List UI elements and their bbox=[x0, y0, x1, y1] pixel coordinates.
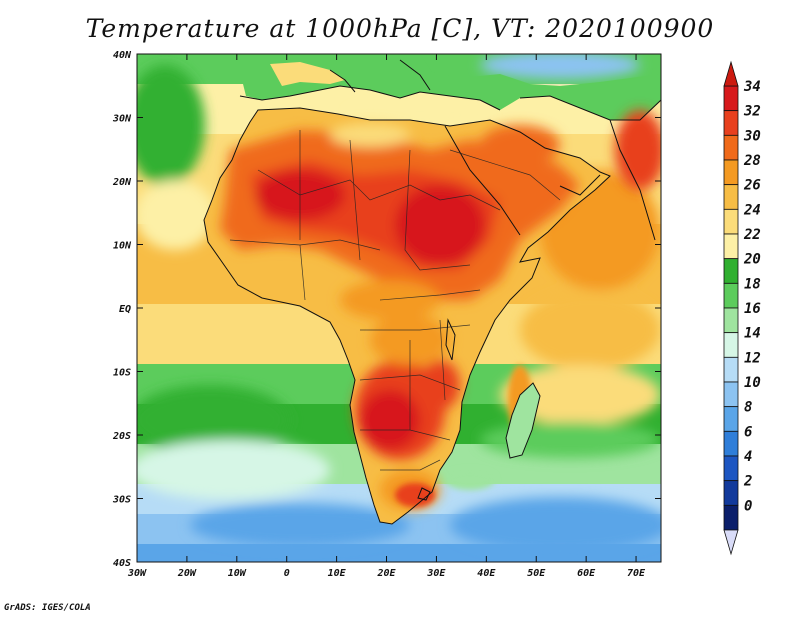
lat-label: 10N bbox=[113, 241, 132, 252]
colorbar-label: 24 bbox=[743, 202, 761, 218]
colorbar-label: 18 bbox=[744, 276, 761, 292]
colorbar-label: 4 bbox=[744, 449, 752, 465]
colorbar-label: 2 bbox=[743, 474, 752, 490]
colorbar-swatch bbox=[723, 208, 739, 235]
colorbar-label: 28 bbox=[743, 153, 761, 169]
colorbar-label: 0 bbox=[744, 498, 752, 514]
colorbar-swatch bbox=[723, 406, 739, 432]
coastlines bbox=[203, 59, 661, 525]
colorbar-label: 16 bbox=[744, 301, 761, 317]
lon-label: 30E bbox=[426, 568, 446, 579]
lat-label: 10S bbox=[113, 368, 131, 379]
colorbar-swatch bbox=[723, 134, 739, 161]
lon-label: 60E bbox=[577, 568, 596, 579]
colorbar-swatch bbox=[723, 381, 739, 408]
lon-label: 20W bbox=[177, 568, 197, 579]
lat-label: 40S bbox=[113, 558, 131, 569]
colorbar-label: 20 bbox=[743, 252, 761, 268]
colorbar-label: 12 bbox=[744, 350, 761, 366]
colorbar-label: 14 bbox=[744, 326, 761, 342]
colorbar-swatch bbox=[723, 282, 739, 309]
colorbar-swatch bbox=[723, 356, 739, 383]
borders bbox=[229, 130, 561, 471]
colorbar-swatch bbox=[723, 110, 739, 136]
colorbar-label: 22 bbox=[743, 227, 761, 243]
colorbar-label: 26 bbox=[743, 178, 761, 194]
colorbar-label: 6 bbox=[744, 424, 752, 440]
colorbar-swatch bbox=[723, 455, 739, 482]
colorbar-label: 34 bbox=[743, 79, 761, 95]
lon-label: 50E bbox=[527, 568, 546, 579]
colorbar-swatch bbox=[723, 85, 739, 112]
colorbar-label: 32 bbox=[743, 104, 761, 120]
chart-title: Temperature at 1000hPa [C], VT: 20201009… bbox=[85, 14, 715, 43]
colorbar-swatch bbox=[723, 258, 739, 284]
lat-label: 20S bbox=[112, 431, 131, 442]
lat-label: 30N bbox=[112, 114, 132, 125]
lon-label: 20E bbox=[376, 568, 396, 579]
colorbar-swatch bbox=[723, 504, 739, 531]
lat-label: 40N bbox=[113, 50, 132, 61]
colorbar-bottom-arrow bbox=[723, 529, 739, 556]
lat-label: 30S bbox=[112, 495, 131, 506]
temperature-field bbox=[137, 54, 661, 562]
colorbar-swatch bbox=[723, 332, 739, 358]
lon-label: 10W bbox=[228, 568, 247, 579]
colorbar-label: 10 bbox=[744, 375, 761, 391]
credit-text: GrADS: IGES/COLA bbox=[4, 603, 91, 613]
lat-label: EQ bbox=[119, 304, 131, 315]
lat-label: 20N bbox=[112, 177, 132, 188]
lon-label: 30W bbox=[127, 568, 147, 579]
colorbar-swatch bbox=[723, 480, 739, 506]
colorbar-swatch bbox=[723, 159, 739, 186]
lon-label: 0 bbox=[284, 568, 290, 579]
colorbar-swatch bbox=[723, 430, 739, 457]
colorbar-label: 30 bbox=[743, 128, 761, 144]
colorbar-swatch bbox=[723, 233, 739, 260]
colorbar-label: 8 bbox=[744, 400, 752, 416]
colorbar-swatch bbox=[723, 307, 739, 334]
colorbar-top-arrow bbox=[723, 60, 739, 87]
lon-label: 10E bbox=[328, 568, 347, 579]
lon-label: 70E bbox=[627, 568, 646, 579]
lon-label: 40E bbox=[477, 568, 496, 579]
colorbar-swatch bbox=[723, 184, 739, 210]
